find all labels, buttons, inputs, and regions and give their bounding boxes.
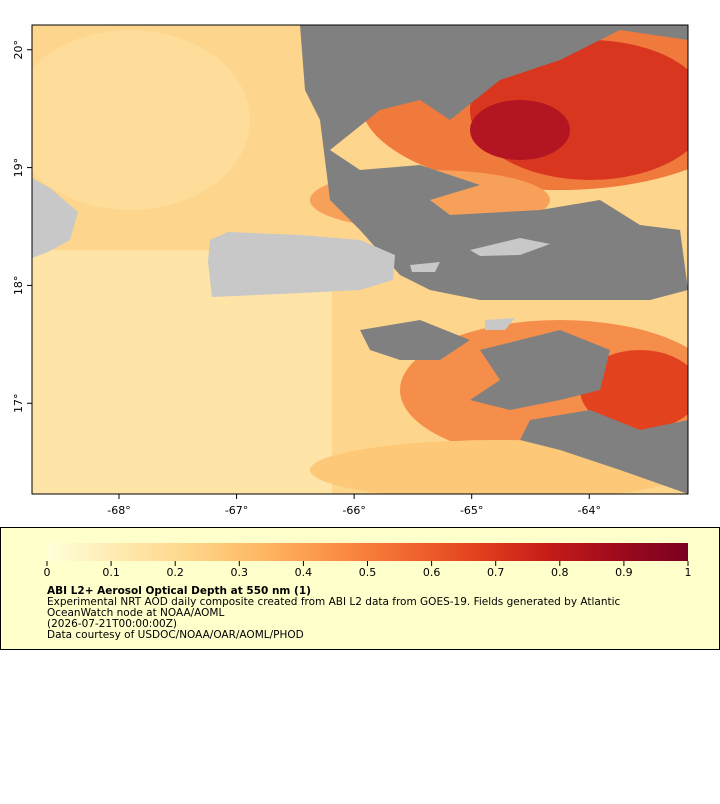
colorbar-tick-label: 0.5 (359, 566, 377, 579)
x-tick-label: -64° (578, 504, 601, 517)
x-tick-label: -66° (342, 504, 365, 517)
y-tick-label: 17° (12, 394, 25, 414)
y-tick-label: 19° (12, 158, 25, 178)
x-tick-label: -67° (225, 504, 248, 517)
map-image (32, 25, 688, 494)
colorbar-tick-label: 0.8 (551, 566, 569, 579)
legend-line: Data courtesy of USDOC/NOAA/OAR/AOML/PHO… (47, 629, 304, 641)
y-tick-label: 20° (12, 40, 25, 60)
x-tick-label: -68° (107, 504, 130, 517)
legend-line: (2026-07-21T00:00:00Z) (47, 618, 177, 630)
colorbar-tick-label: 0.4 (295, 566, 313, 579)
colorbar (47, 543, 688, 561)
colorbar-tick-label: 1 (685, 566, 692, 579)
legend-line: Experimental NRT AOD daily composite cre… (47, 596, 621, 608)
colorbar-tick-label: 0.3 (231, 566, 249, 579)
map-frame (31, 24, 689, 495)
y-tick-label: 18° (12, 276, 25, 296)
legend-title: ABI L2+ Aerosol Optical Depth at 550 nm … (47, 585, 311, 597)
x-tick-label: -65° (460, 504, 483, 517)
legend-line: OceanWatch node at NOAA/AOML (47, 607, 224, 619)
colorbar-tick-label: 0.7 (487, 566, 505, 579)
colorbar-tick-label: 0.6 (423, 566, 441, 579)
colorbar-tick-label: 0.9 (615, 566, 633, 579)
colorbar-tick-label: 0 (44, 566, 51, 579)
colorbar-tick-label: 0.1 (102, 566, 120, 579)
colorbar-tick-label: 0.2 (166, 566, 184, 579)
